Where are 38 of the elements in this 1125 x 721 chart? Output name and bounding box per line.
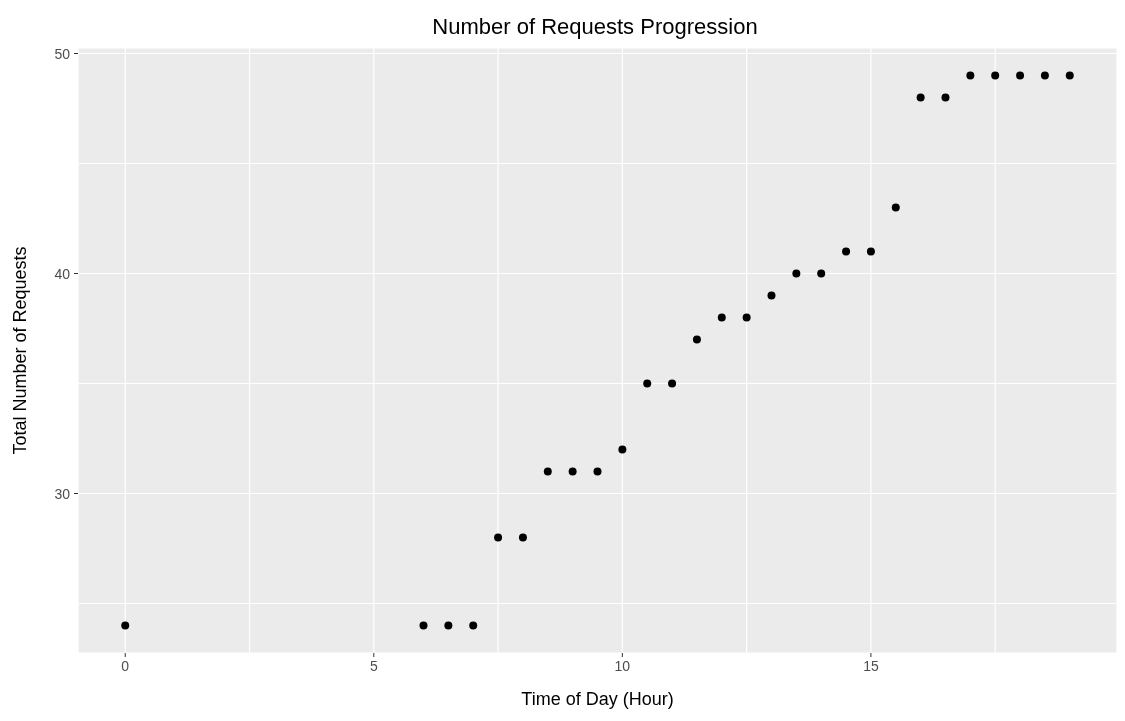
point: [469, 621, 478, 630]
y-tick-label: 30: [54, 485, 71, 502]
y-tick-label: 40: [54, 265, 71, 282]
point: [891, 203, 900, 212]
point: [121, 621, 130, 630]
point: [842, 247, 851, 256]
y-axis-title: Total Number of Requests: [10, 246, 31, 455]
x-tick-label: 5: [369, 658, 378, 674]
point: [568, 467, 577, 476]
point: [742, 313, 751, 322]
point: [966, 71, 975, 80]
chart-title: Number of Requests Progression: [431, 14, 759, 40]
point: [643, 379, 652, 388]
point: [767, 291, 776, 300]
x-axis-title: Time of Day (Hour): [521, 689, 674, 709]
point: [941, 93, 950, 102]
point: [1040, 71, 1049, 80]
point: [717, 313, 726, 322]
x-tick-label: 15: [863, 658, 879, 674]
point: [444, 621, 453, 630]
point: [866, 247, 875, 256]
point: [668, 379, 677, 388]
point: [792, 269, 801, 278]
x-tick-label: 10: [614, 658, 631, 674]
point: [991, 71, 1000, 80]
point: [593, 467, 602, 476]
point: [916, 93, 925, 102]
point: [494, 533, 503, 542]
y-tick-label: 50: [54, 45, 71, 62]
point: [692, 335, 701, 344]
point: [518, 533, 527, 542]
point: [1065, 71, 1074, 80]
point: [543, 467, 552, 476]
point: [1016, 71, 1025, 80]
x-tick-label: 0: [121, 658, 130, 674]
point: [817, 269, 826, 278]
point: [618, 445, 627, 454]
point: [419, 621, 428, 630]
